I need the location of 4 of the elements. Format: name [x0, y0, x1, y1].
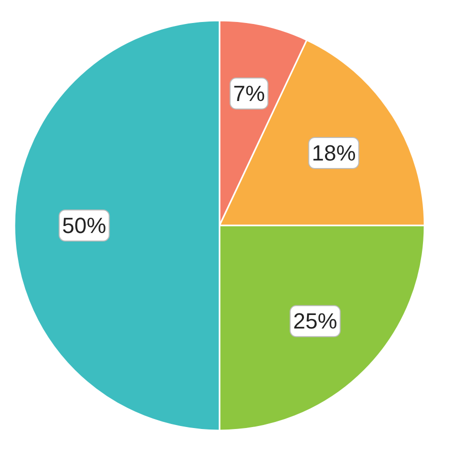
data-label: 7% [233, 80, 265, 106]
data-label: 18% [312, 140, 356, 166]
data-label: 25% [293, 308, 338, 334]
data-label: 50% [62, 213, 106, 238]
